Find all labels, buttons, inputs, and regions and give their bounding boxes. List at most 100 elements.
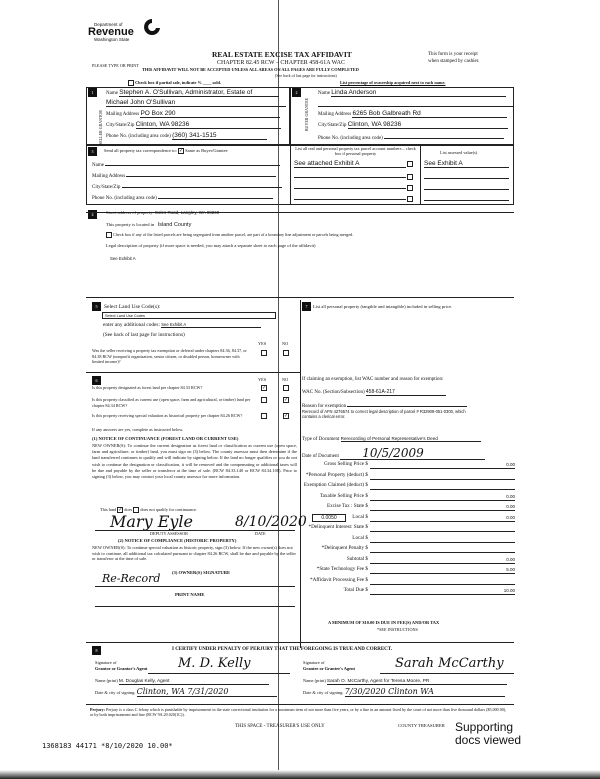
parcel-field-3[interactable] (294, 182, 406, 189)
sec3-city-field[interactable] (121, 182, 282, 188)
sec6-no-checkbox[interactable] (283, 385, 289, 391)
amount-field[interactable] (370, 578, 515, 585)
land-use-select[interactable]: Select Land Use Codes (102, 312, 276, 319)
wac-row: WAC No. (Section/Subsection) 458-61A-217 (302, 389, 446, 396)
personal-property-checkbox-4[interactable] (407, 195, 414, 202)
section-3-box (86, 145, 514, 205)
sec5-no-header: NO (282, 341, 289, 346)
personal-property-checkbox-3[interactable] (407, 184, 414, 191)
label: Phone No. (including area code) (106, 134, 171, 139)
sec3-name-field[interactable] (105, 160, 281, 166)
personal-property-checkbox-2[interactable] (407, 173, 414, 180)
section-4-number: 4 (88, 210, 97, 219)
chapter-line: CHAPTER 82.45 RCW – CHAPTER 458-61A WAC (217, 60, 345, 66)
receipt-stamp-line: 1368183 44171 *8/10/2020 10.00* (42, 742, 173, 750)
segregate-checkbox[interactable] (106, 232, 112, 239)
amount-field[interactable] (370, 546, 515, 553)
section-6-top-line (86, 372, 300, 373)
notice-1-text: NEW OWNER(S): To continue the current de… (92, 443, 297, 480)
assessed-row-1: See Exhibit A (424, 160, 509, 168)
county-treasurer: COUNTY TREASURER (398, 723, 445, 728)
partial-sale-checkbox[interactable] (128, 80, 134, 87)
seller-name-field-2[interactable]: Michael John O'Sullivan (106, 99, 286, 107)
buyer-phone-field[interactable] (384, 132, 505, 139)
notice-2-text: NEW OWNER(S): To continue special valuat… (92, 545, 296, 562)
amount-field[interactable]: 0.00 (370, 557, 515, 564)
amount-field[interactable]: 10.00 (370, 588, 515, 595)
parcel-field-2[interactable] (294, 171, 406, 178)
grantor-date-field[interactable]: Clinton, WA 7/31/2020 (136, 688, 277, 697)
buyer-name-field[interactable]: Linda Anderson (331, 89, 507, 97)
amount-field[interactable]: 0.00 (370, 462, 515, 469)
sec5-no-checkbox[interactable] (283, 350, 289, 356)
doc-type-field[interactable]: Rerecording of Personal Representative's… (340, 436, 481, 442)
wac-field[interactable]: 458-61A-217 (365, 389, 446, 396)
label: Name (print) (95, 678, 118, 683)
local-rate-box[interactable]: 0.0050 (312, 514, 346, 522)
street-field[interactable]: Coles Road, Langley, WA 98260 (154, 210, 220, 215)
reason-field[interactable]: Rerecord of AFN 4276574 to correct legal… (302, 409, 466, 419)
seller-name-field[interactable]: Stephen A. O'Sullivan, Administrator, Es… (119, 89, 280, 97)
assessed-line-2 (424, 178, 509, 179)
buyer-address-field[interactable]: 6265 Bob Galbreath Rd (352, 110, 508, 118)
amount-field[interactable]: 0.00 (370, 515, 515, 522)
owner-signature[interactable]: Re-Record (102, 572, 161, 585)
seller-phone-field[interactable]: (360) 341-1515 (172, 132, 268, 140)
sec5-yes-checkbox[interactable] (261, 350, 267, 356)
grantor-name-field[interactable]: M. Douglas Kelly, Agent (118, 679, 269, 685)
amount-field[interactable]: 5.00 (370, 567, 515, 574)
sec3-address-field[interactable] (126, 171, 277, 177)
date-label: DATE (255, 531, 266, 536)
buyer-city-field[interactable]: Clinton, WA 98236 (347, 121, 508, 129)
reason-line (347, 401, 468, 407)
segregate-row[interactable]: Check box if any of the listed parcels a… (106, 232, 353, 239)
grantee-signature[interactable]: Sarah McCarthy (395, 656, 504, 671)
sec6-yes-checkbox[interactable] (261, 397, 267, 403)
county-field[interactable]: Island County (157, 222, 192, 228)
grantee-name-field[interactable]: Sarah O. McCarthy, Agent for Teresa Moor… (326, 679, 507, 685)
amount-field[interactable]: 0.00 (370, 494, 515, 501)
assessed-line-3 (424, 189, 509, 190)
grantor-signature[interactable]: M. D. Kelly (178, 656, 251, 671)
sec3-phone-field[interactable] (158, 193, 274, 199)
partial-sale[interactable]: Check box if partial sale, indicate % __… (128, 79, 221, 87)
label: Phone No. (including area code) (318, 136, 383, 141)
print-name-label: PRINT NAME (175, 592, 205, 597)
parcel-row-3 (294, 182, 414, 191)
label: Name (92, 163, 104, 168)
seller-city-field[interactable]: Clinton, WA 98236 (135, 121, 281, 129)
sec6-yes-checkbox[interactable] (261, 413, 267, 419)
sec6-yes-header: YES (258, 377, 267, 382)
amount-field[interactable]: 0.00 (370, 504, 515, 511)
label: Street address of property: (106, 210, 154, 215)
amount-field[interactable] (370, 483, 515, 490)
doc-date-field[interactable]: 10/5/2009 (340, 447, 486, 460)
sec6-no-checkbox[interactable]: ✓ (283, 413, 289, 419)
seller-address-field[interactable]: PO Box 290 (140, 110, 281, 118)
grantee-date-field[interactable]: 7/30/2020 Clinton WA (344, 688, 505, 697)
notice-1-title: (1) NOTICE OF CONTINUANCE (FOREST LAND O… (92, 436, 239, 441)
additional-codes-row: enter any additional codes: See Exhibit … (103, 322, 262, 328)
label: City/State/Zip (92, 185, 121, 190)
send-correspondence: Send all property tax correspondence to:… (104, 148, 228, 154)
same-as-buyer-checkbox[interactable]: ✓ (177, 148, 184, 154)
sec3-address-row: Mailing Address (92, 171, 277, 179)
section-7-number: 7 (302, 302, 311, 311)
buyer-city-row: City/State/Zip Clinton, WA 98236 (318, 121, 508, 129)
parcel-field-1[interactable]: See attached Exhibit A (294, 160, 406, 168)
section-3-number: 3 (88, 147, 97, 156)
amount-field[interactable] (370, 536, 515, 543)
additional-codes-field[interactable]: See Exhibit A (161, 322, 262, 328)
parcel-field-4[interactable] (294, 193, 406, 200)
buyer-side-label: BUYER GRANTEE (304, 97, 310, 132)
legal-description[interactable]: See Exhibit A (110, 256, 136, 261)
sec6-no-checkbox[interactable]: ✓ (283, 397, 289, 403)
amount-field[interactable] (370, 473, 515, 480)
personal-property-checkbox-1[interactable] (407, 160, 414, 167)
sec6-yes-checkbox[interactable]: ✓ (261, 385, 267, 391)
logo-revenue: Revenue (88, 26, 134, 38)
street-row: Street address of property: Coles Road, … (106, 210, 219, 215)
amount-field[interactable] (370, 525, 515, 532)
assessed-field-1[interactable]: See Exhibit A (424, 160, 509, 168)
deputy-assessor-label: DEPUTY ASSESSOR (150, 531, 188, 536)
